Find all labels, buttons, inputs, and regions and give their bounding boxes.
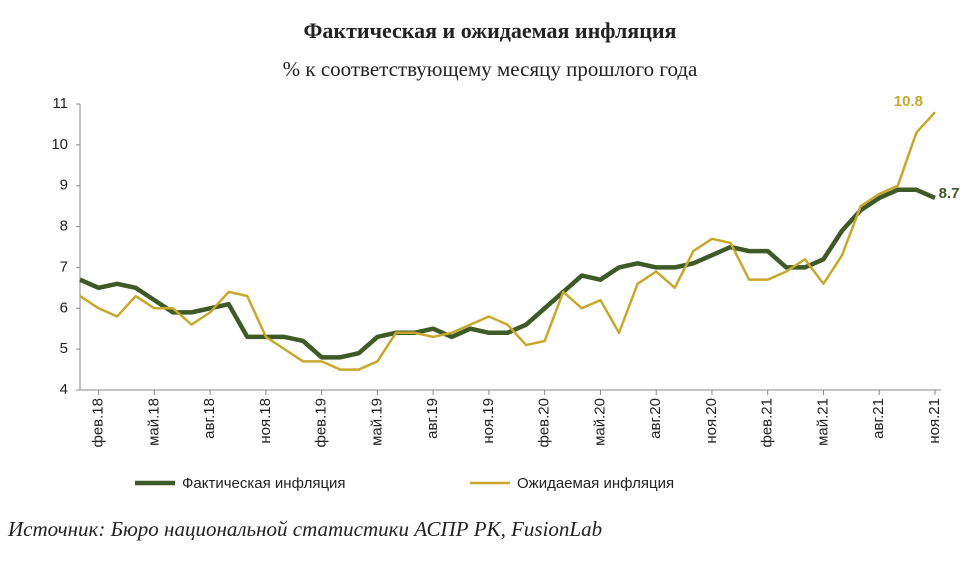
x-tick-label: фев.18: [90, 398, 107, 448]
x-tick-label: ноя.20: [703, 398, 720, 444]
x-tick-label: ноя.19: [480, 398, 497, 444]
x-tick-label: май.19: [368, 398, 385, 446]
y-tick-label: 11: [52, 95, 68, 112]
y-tick-label: 8: [60, 218, 68, 235]
y-tick-label: 10: [51, 136, 68, 153]
y-tick-label: 4: [60, 381, 68, 398]
x-tick-label: май.18: [145, 398, 162, 446]
legend-label: Фактическая инфляция: [182, 475, 346, 492]
x-tick-label: авг.20: [647, 398, 664, 439]
y-tick-label: 5: [60, 340, 68, 357]
source-note: Источник: Бюро национальной статистики А…: [7, 517, 602, 541]
x-tick-label: авг.19: [424, 398, 441, 439]
legend-label: Ожидаемая инфляция: [517, 475, 674, 492]
series-line: [79, 111, 936, 371]
end-label: 10.8: [894, 93, 923, 110]
x-tick-label: ноя.21: [926, 398, 943, 444]
x-tick-label: авг.18: [201, 398, 218, 439]
x-tick-label: фев.20: [536, 398, 553, 448]
series-line: [79, 187, 936, 360]
y-tick-label: 9: [60, 177, 68, 194]
x-tick-label: ноя.18: [257, 398, 274, 444]
y-tick-label: 7: [60, 258, 68, 275]
y-tick-label: 6: [60, 299, 68, 316]
chart-title: Фактическая и ожидаемая инфляция: [304, 18, 677, 43]
chart-subtitle: % к соответствующему месяцу прошлого год…: [283, 57, 698, 81]
x-tick-label: май.20: [591, 398, 608, 446]
x-tick-label: авг.21: [870, 398, 887, 439]
end-label: 8.7: [939, 185, 960, 202]
x-tick-label: фев.21: [759, 398, 776, 448]
x-tick-label: фев.19: [313, 398, 330, 448]
x-tick-label: май.21: [814, 398, 831, 446]
